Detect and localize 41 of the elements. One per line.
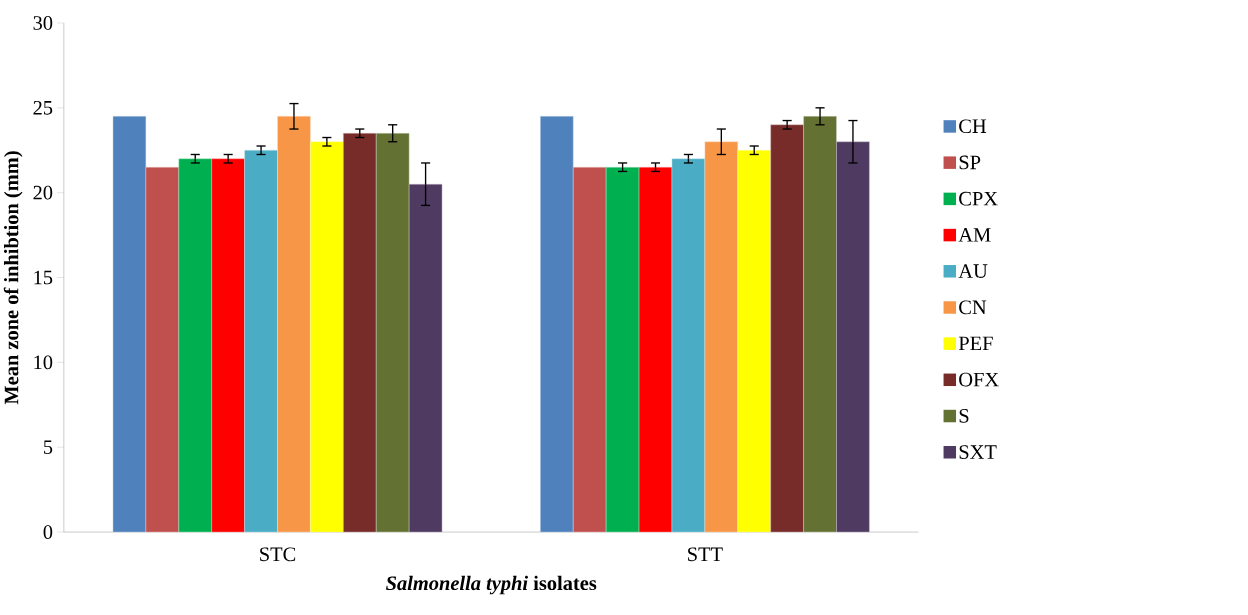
y-tick-label: 20	[33, 185, 53, 200]
y-tick-label: 5	[43, 440, 53, 454]
bar	[836, 141, 870, 533]
legend-label: S	[959, 408, 969, 423]
y-tick-label: 15	[34, 270, 53, 285]
bar	[408, 183, 443, 533]
bar	[178, 158, 212, 533]
legend-label: CPX	[959, 191, 998, 206]
legend-label: SP	[959, 155, 981, 170]
bar	[704, 141, 739, 533]
y-tick-label: 0	[43, 524, 53, 539]
bar	[671, 158, 706, 533]
legend-label: SXT	[959, 444, 997, 459]
bar	[737, 149, 771, 533]
bar	[376, 132, 410, 533]
legend-label: CN	[959, 300, 987, 314]
legend-label: PEF	[958, 336, 993, 350]
legend-label: AU	[958, 264, 988, 278]
bar	[770, 124, 804, 533]
bar	[573, 166, 607, 533]
legend-label: CH	[959, 119, 987, 133]
bar	[112, 115, 147, 533]
legend-label: AM	[958, 227, 991, 242]
y-tick-label: 10	[34, 355, 53, 370]
y-axis-title: Mean zone of inhibtion (mm)	[3, 151, 23, 405]
bar	[803, 115, 837, 533]
x-axis-title: Salmonella typhi isolates	[386, 575, 597, 595]
y-tick-label: 30	[33, 15, 53, 30]
y-tick-label: 25	[33, 100, 53, 115]
x-tick-label: STT	[688, 547, 723, 561]
bar	[310, 141, 344, 533]
bar	[244, 149, 278, 533]
legend-label: OFX	[959, 372, 999, 387]
bar	[638, 166, 673, 533]
bar	[211, 158, 245, 533]
bar	[277, 115, 311, 533]
bar	[540, 115, 574, 533]
bar	[343, 132, 377, 533]
bar	[145, 166, 180, 533]
x-tick-label: STC	[260, 547, 296, 561]
bar	[605, 166, 640, 533]
